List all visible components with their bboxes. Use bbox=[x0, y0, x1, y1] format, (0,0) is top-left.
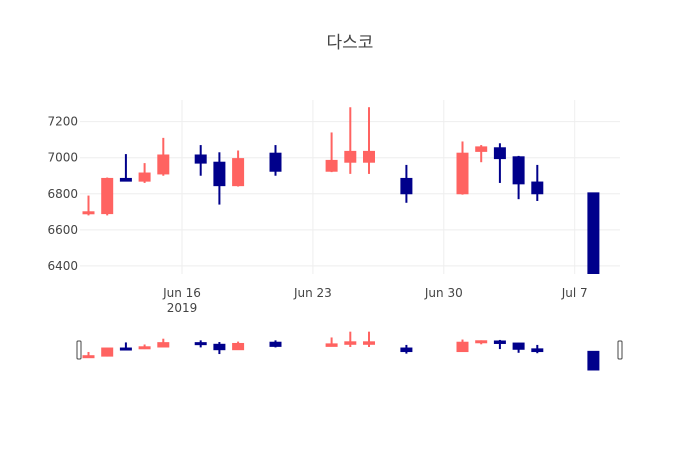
slider-candle bbox=[512, 342, 525, 353]
candle bbox=[101, 177, 114, 216]
slider-candle bbox=[213, 342, 226, 355]
x-tick-label: Jun 16 bbox=[162, 286, 201, 300]
candle-body bbox=[325, 159, 338, 172]
candle bbox=[82, 195, 95, 216]
candle-body bbox=[82, 211, 95, 215]
slider-candle bbox=[119, 342, 132, 351]
slider-candle bbox=[194, 340, 207, 348]
candle-body bbox=[493, 147, 506, 160]
range-slider-right-handle[interactable] bbox=[617, 340, 623, 360]
candle-body bbox=[138, 172, 151, 182]
candle-body bbox=[475, 146, 488, 152]
candle-body bbox=[400, 177, 413, 195]
slider-candle-body bbox=[344, 341, 357, 345]
slider-candle-body bbox=[493, 340, 506, 344]
candle-body bbox=[363, 150, 375, 163]
candle bbox=[194, 145, 207, 176]
x-tick-label: Jun 30 bbox=[424, 286, 463, 300]
slider-candle-body bbox=[587, 350, 600, 371]
slider-candle-body bbox=[194, 342, 207, 346]
slider-candle-body bbox=[400, 347, 413, 353]
candles-layer bbox=[82, 107, 600, 274]
candle bbox=[344, 107, 357, 174]
slider-candle-body bbox=[325, 343, 338, 347]
candle bbox=[119, 154, 132, 182]
candle-body bbox=[194, 154, 207, 164]
x-tick-sublabel: 2019 bbox=[167, 301, 198, 315]
candle-body bbox=[101, 177, 114, 215]
candle bbox=[456, 141, 469, 195]
slider-candle bbox=[493, 339, 506, 350]
slider-candle-body bbox=[213, 343, 226, 351]
slider-candle bbox=[157, 338, 170, 348]
y-tick-label: 6600 bbox=[47, 223, 78, 237]
candle-body bbox=[157, 154, 170, 175]
candle bbox=[325, 132, 338, 173]
candle-body bbox=[119, 177, 132, 182]
slider-candle bbox=[363, 331, 375, 347]
candle-body bbox=[587, 192, 600, 274]
candle-body bbox=[512, 156, 525, 185]
candle bbox=[232, 150, 245, 187]
slider-candle-body bbox=[269, 341, 282, 347]
slider-candle bbox=[82, 351, 95, 359]
slider-candle bbox=[475, 340, 488, 345]
slider-candle-body bbox=[512, 342, 525, 350]
candle bbox=[475, 145, 488, 163]
chart-title: 다스코 bbox=[327, 33, 374, 53]
slider-candle bbox=[325, 337, 338, 347]
candle-body bbox=[344, 150, 357, 163]
slider-candle bbox=[101, 347, 114, 357]
slider-candle-body bbox=[363, 341, 375, 345]
candle bbox=[531, 164, 544, 201]
slider-candle bbox=[531, 344, 544, 354]
slider-candle-body bbox=[82, 355, 95, 359]
candle bbox=[363, 107, 375, 174]
candle bbox=[213, 152, 226, 205]
slider-candle-body bbox=[119, 347, 132, 351]
candle bbox=[493, 143, 506, 183]
slider-candle-body bbox=[157, 342, 170, 348]
candle-body bbox=[531, 181, 544, 195]
candle bbox=[269, 145, 282, 176]
candle bbox=[400, 164, 413, 203]
candle bbox=[587, 192, 600, 274]
candle-body bbox=[269, 152, 282, 172]
slider-candle-body bbox=[475, 340, 488, 344]
candle bbox=[157, 137, 170, 176]
slider-candle bbox=[269, 340, 282, 348]
y-tick-label: 7000 bbox=[47, 151, 78, 165]
candle-body bbox=[456, 152, 469, 195]
slider-candle-body bbox=[531, 348, 544, 353]
y-tick-label: 6400 bbox=[47, 259, 78, 273]
slider-candle-body bbox=[232, 342, 245, 351]
slider-candle bbox=[138, 344, 151, 350]
y-tick-label: 6800 bbox=[47, 187, 78, 201]
x-tick-label: Jul 7 bbox=[561, 286, 588, 300]
slider-candle bbox=[344, 331, 357, 347]
candle bbox=[512, 155, 525, 200]
slider-candle-body bbox=[456, 341, 469, 353]
slider-candle bbox=[587, 350, 600, 371]
slider-candle-body bbox=[101, 347, 114, 357]
slider-candle bbox=[400, 344, 413, 354]
candle-body bbox=[232, 158, 245, 187]
slider-candle-body bbox=[138, 346, 151, 350]
candle bbox=[138, 163, 151, 183]
y-tick-label: 7200 bbox=[47, 115, 78, 129]
x-tick-label: Jun 23 bbox=[293, 286, 332, 300]
slider-candle bbox=[232, 341, 245, 351]
slider-candle bbox=[456, 339, 469, 353]
candle-body bbox=[213, 161, 226, 187]
range-slider-left-handle[interactable] bbox=[76, 340, 82, 360]
y-axis-tick-labels: 6400 6600 6800 7000 7200 bbox=[47, 115, 78, 273]
range-slider[interactable] bbox=[76, 331, 623, 371]
